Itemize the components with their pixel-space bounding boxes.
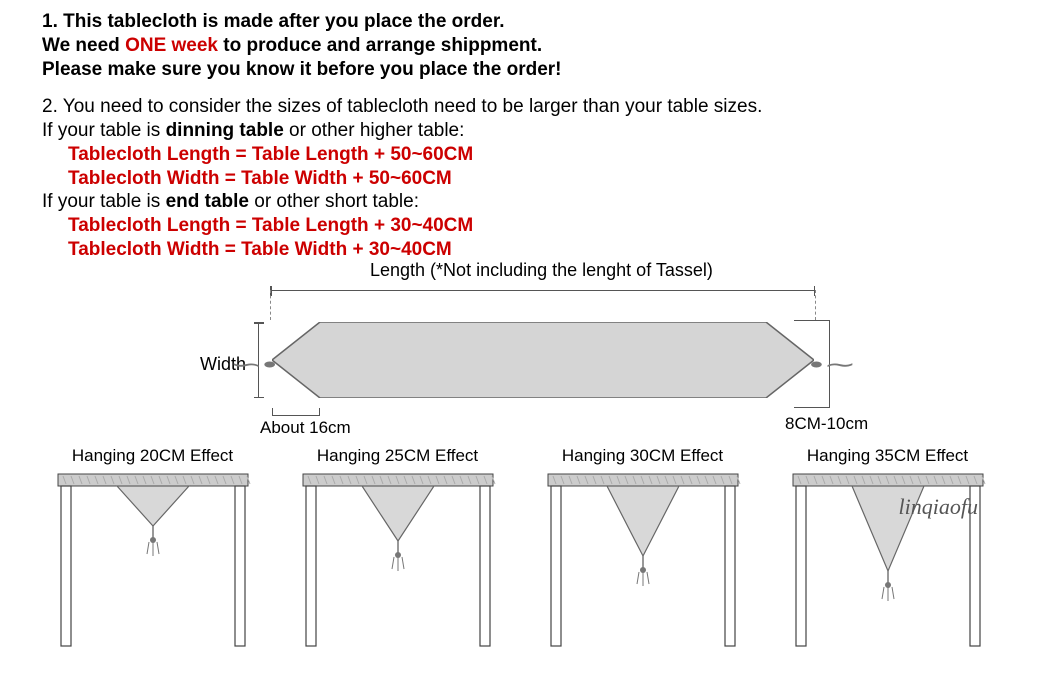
hanging-cell: Hanging 25CM Effect bbox=[285, 446, 510, 652]
notice-line-5b: dinning table bbox=[166, 120, 284, 141]
length-label: Length (*Not including the lenght of Tas… bbox=[370, 260, 713, 281]
notice-line-7: Tablecloth Width = Table Width + 50~60CM bbox=[42, 167, 1038, 191]
notice-line-2c: to produce and arrange shippment. bbox=[218, 35, 542, 56]
notice-line-1: 1. This tablecloth is made after you pla… bbox=[42, 10, 1038, 34]
table-diagram bbox=[543, 472, 743, 652]
hanging-title: Hanging 30CM Effect bbox=[530, 446, 755, 466]
notice-line-2b: ONE week bbox=[125, 35, 218, 56]
dim-drop-right bbox=[815, 290, 816, 320]
notice-line-8b: end table bbox=[166, 191, 249, 212]
tassel-left-icon: ∽• bbox=[230, 352, 277, 378]
notice-line-6: Tablecloth Length = Table Length + 50~60… bbox=[42, 143, 1038, 167]
bracket-16cm bbox=[272, 408, 320, 416]
notice-line-5c: or other higher table: bbox=[284, 120, 465, 141]
dim-drop-left bbox=[270, 290, 271, 320]
notice-line-5a: If your table is bbox=[42, 120, 166, 141]
tassel-right-icon: •∼ bbox=[810, 352, 857, 378]
notice-line-8c: or other short table: bbox=[249, 191, 419, 212]
notice-line-3: Please make sure you know it before you … bbox=[42, 58, 1038, 82]
notice-line-8: If your table is end table or other shor… bbox=[42, 190, 1038, 214]
hanging-cell: Hanging 20CM Effect bbox=[40, 446, 265, 652]
table-diagram bbox=[53, 472, 253, 652]
hanging-title: Hanging 20CM Effect bbox=[40, 446, 265, 466]
hanging-cell: Hanging 35CM Effect bbox=[775, 446, 1000, 652]
notice-block: 1. This tablecloth is made after you pla… bbox=[0, 0, 1038, 262]
notice-line-10: Tablecloth Width = Table Width + 30~40CM bbox=[42, 238, 1038, 262]
runner-shape bbox=[272, 322, 814, 398]
hanging-title: Hanging 25CM Effect bbox=[285, 446, 510, 466]
hanging-title: Hanging 35CM Effect bbox=[775, 446, 1000, 466]
8-10cm-label: 8CM-10cm bbox=[785, 414, 868, 434]
watermark: linqiaofu bbox=[899, 494, 978, 520]
notice-line-9: Tablecloth Length = Table Length + 30~40… bbox=[42, 214, 1038, 238]
notice-line-2: We need ONE week to produce and arrange … bbox=[42, 34, 1038, 58]
length-dimension-line bbox=[270, 290, 815, 291]
notice-line-8a: If your table is bbox=[42, 191, 166, 212]
notice-line-2a: We need bbox=[42, 35, 125, 56]
hanging-row: Hanging 20CM Effect Hanging 25CM Effect … bbox=[40, 446, 1000, 652]
table-diagram bbox=[298, 472, 498, 652]
about-16cm-label: About 16cm bbox=[260, 418, 351, 438]
notice-line-5: If your table is dinning table or other … bbox=[42, 119, 1038, 143]
hanging-cell: Hanging 30CM Effect bbox=[530, 446, 755, 652]
notice-line-4: 2. You need to consider the sizes of tab… bbox=[42, 95, 1038, 119]
